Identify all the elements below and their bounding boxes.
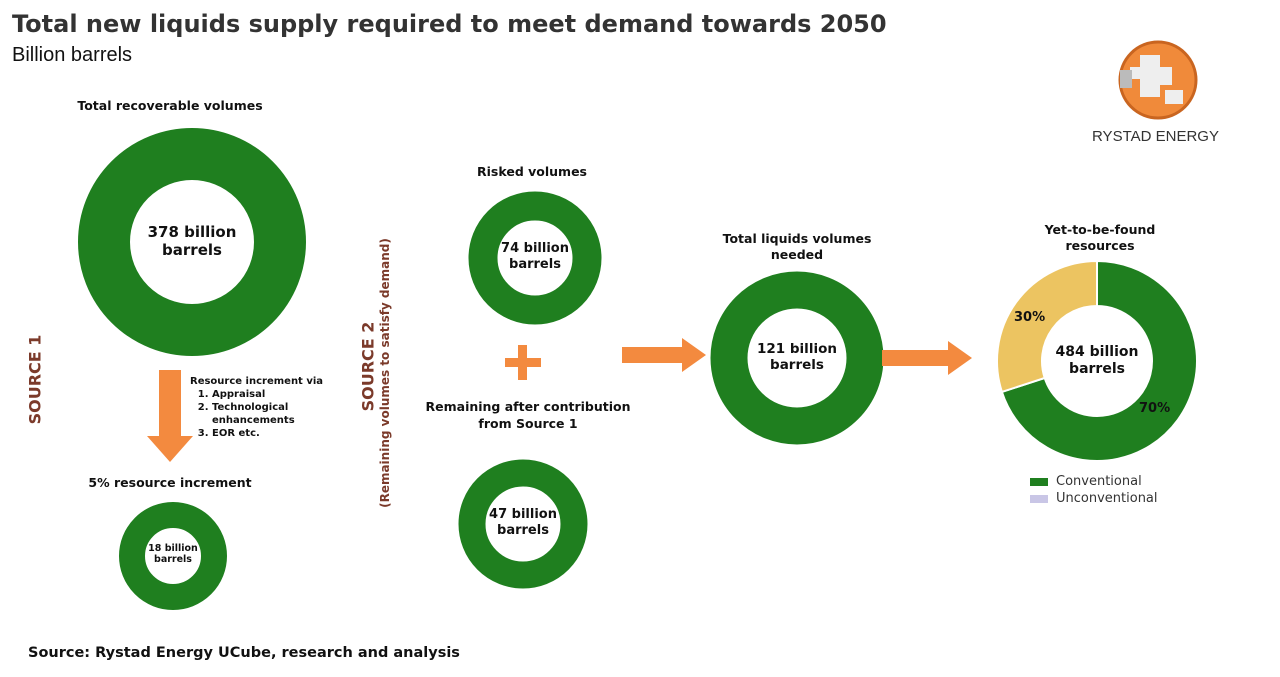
increment-item: Technological enhancements <box>212 401 340 427</box>
logo-text: RYSTAD ENERGY <box>1092 128 1219 145</box>
page-title: Total new liquids supply required to mee… <box>12 10 887 38</box>
remaining-value: 47 billion barrels <box>489 507 557 538</box>
legend-label: Conventional <box>1056 474 1142 489</box>
legend-swatch <box>1030 477 1048 486</box>
legend-item-conventional: Conventional <box>1030 473 1158 490</box>
arrow-down-icon <box>147 370 193 462</box>
donut-resource-increment <box>119 502 227 610</box>
donut-risked-volumes <box>468 191 602 325</box>
total-recoverable-value: 378 billion barrels <box>147 223 237 259</box>
increment-note: Resource increment via Appraisal Technol… <box>190 375 340 440</box>
plus-icon <box>505 345 541 380</box>
source-2-label: SOURCE 2 <box>358 321 378 412</box>
slice-conventional <box>1000 259 1198 462</box>
slice-label-unconventional: 30% <box>1014 310 1046 325</box>
risked-value: 74 billion barrels <box>501 241 569 272</box>
legend: Conventional Unconventional <box>1030 473 1158 507</box>
donut-total-needed <box>710 271 884 445</box>
ytf-value: 484 billion barrels <box>1055 344 1139 377</box>
donut-remaining <box>458 459 588 589</box>
slice-label-conventional: 70% <box>1139 401 1171 416</box>
increment-heading: 5% resource increment <box>88 475 252 490</box>
source-1-label: SOURCE 1 <box>25 334 45 425</box>
page-subtitle: Billion barrels <box>12 44 133 66</box>
legend-swatch <box>1030 494 1048 503</box>
risked-heading: Risked volumes <box>477 164 587 179</box>
increment-value: 18 billion barrels <box>148 543 198 566</box>
ytf-heading: Yet-to-be-found resources <box>1044 222 1156 254</box>
total-needed-value: 121 billion barrels <box>757 341 837 374</box>
arrow-right-icon <box>882 341 972 375</box>
source-2-sublabel: (Remaining volumes to satisfy demand) <box>378 238 392 508</box>
increment-item: Appraisal <box>212 388 340 401</box>
legend-label: Unconventional <box>1056 491 1158 506</box>
rystad-logo-icon <box>1118 40 1198 120</box>
slice-unconventional <box>996 259 1098 394</box>
legend-item-unconventional: Unconventional <box>1030 490 1158 507</box>
remaining-heading: Remaining after contribution from Source… <box>425 399 631 431</box>
total-recoverable-heading: Total recoverable volumes <box>77 98 263 113</box>
total-needed-heading: Total liquids volumes needed <box>722 231 872 263</box>
donut-total-recoverable <box>78 128 306 356</box>
increment-item: EOR etc. <box>212 427 340 440</box>
increment-note-heading: Resource increment via <box>190 376 324 387</box>
source-footnote: Source: Rystad Energy UCube, research an… <box>28 645 460 661</box>
arrow-right-icon <box>622 338 706 372</box>
